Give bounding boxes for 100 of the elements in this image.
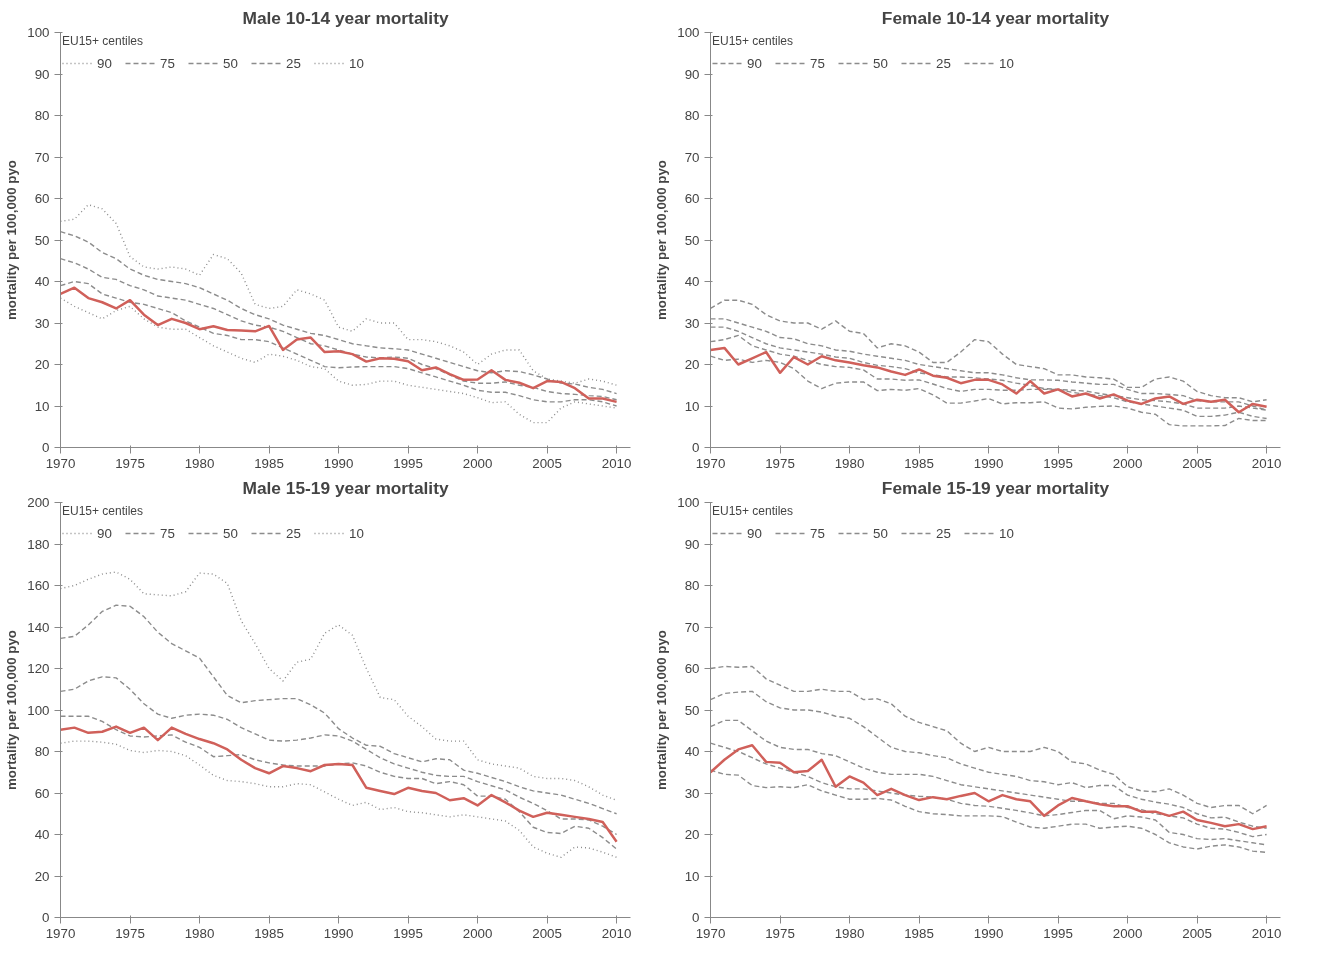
- x-tick-label: 1975: [115, 455, 145, 471]
- y-tick-label: 0: [42, 440, 50, 455]
- y-tick-label: 160: [27, 578, 50, 593]
- legend-title: EU15+ centiles: [62, 34, 145, 48]
- legend-label: 50: [873, 525, 889, 541]
- x-tick-label: 2000: [462, 925, 493, 941]
- y-tick-label: 80: [34, 108, 50, 123]
- x-tick-label: 1990: [323, 925, 354, 941]
- y-tick-label: 0: [42, 910, 50, 925]
- legend-label: 10: [349, 525, 365, 541]
- y-tick-label: 100: [677, 495, 700, 510]
- y-tick-label: 30: [684, 785, 700, 801]
- y-tick-label: 50: [34, 232, 50, 248]
- x-tick-label: 2005: [532, 455, 562, 471]
- x-tick-label: 1980: [834, 925, 865, 941]
- x-tick-label: 2000: [462, 455, 493, 471]
- legend-label: 75: [160, 525, 176, 541]
- x-tick-label: 1970: [695, 455, 726, 471]
- y-tick-label: 60: [34, 191, 50, 206]
- legend-label: 25: [936, 525, 952, 541]
- x-tick-label: 1970: [45, 925, 76, 941]
- y-tick-label: 40: [684, 744, 700, 759]
- y-tick-label: 100: [27, 25, 50, 40]
- legend-label: 90: [747, 55, 763, 71]
- y-tick-label: 70: [684, 619, 700, 635]
- x-tick-label: 1975: [765, 455, 795, 471]
- chart-title: Female 10-14 year mortality: [881, 7, 1110, 28]
- legend-title: EU15+ centiles: [712, 504, 795, 518]
- y-tick-label: 90: [34, 66, 50, 82]
- x-tick-label: 2000: [1112, 925, 1143, 941]
- y-tick-label: 10: [684, 868, 700, 884]
- y-tick-label: 20: [34, 868, 50, 884]
- x-tick-label: 1980: [834, 455, 865, 471]
- legend-label: 90: [97, 525, 113, 541]
- y-tick-label: 60: [684, 661, 700, 676]
- legend-label: 90: [747, 525, 763, 541]
- x-tick-label: 1975: [115, 925, 145, 941]
- x-tick-label: 1985: [254, 455, 284, 471]
- x-tick-label: 2005: [532, 925, 562, 941]
- x-tick-label: 1975: [765, 925, 795, 941]
- y-tick-label: 100: [677, 25, 700, 40]
- y-tick-label: 180: [27, 536, 50, 552]
- y-tick-label: 140: [27, 619, 50, 635]
- y-tick-label: 200: [27, 495, 50, 510]
- y-tick-label: 50: [684, 702, 700, 718]
- x-tick-label: 2010: [601, 925, 632, 941]
- legend-label: 50: [873, 55, 889, 71]
- y-tick-label: 30: [684, 315, 700, 331]
- legend-title: EU15+ centiles: [62, 504, 145, 518]
- y-tick-label: 60: [684, 191, 700, 206]
- y-tick-label: 120: [27, 661, 50, 676]
- x-tick-label: 1990: [323, 455, 354, 471]
- y-tick-label: 40: [34, 827, 50, 842]
- y-tick-label: 10: [684, 398, 700, 414]
- x-tick-label: 2010: [1251, 455, 1282, 471]
- x-tick-label: 1980: [184, 925, 215, 941]
- y-tick-label: 10: [34, 398, 50, 414]
- y-tick-label: 100: [27, 702, 50, 718]
- y-tick-label: 0: [692, 440, 700, 455]
- y-tick-label: 70: [684, 149, 700, 165]
- legend-label: 25: [286, 55, 302, 71]
- x-tick-label: 1970: [695, 925, 726, 941]
- y-tick-label: 80: [684, 578, 700, 593]
- legend-label: 75: [810, 525, 826, 541]
- legend-label: 10: [349, 55, 365, 71]
- y-tick-label: 70: [34, 149, 50, 165]
- y-tick-label: 90: [684, 66, 700, 82]
- x-tick-label: 1990: [973, 925, 1004, 941]
- y-tick-label: 20: [684, 827, 700, 842]
- x-tick-label: 1985: [254, 925, 284, 941]
- y-tick-label: 20: [34, 357, 50, 372]
- y-tick-label: 50: [684, 232, 700, 248]
- y-tick-label: 60: [34, 785, 50, 801]
- x-tick-label: 2010: [601, 455, 632, 471]
- x-tick-label: 1980: [184, 455, 215, 471]
- y-tick-label: 80: [684, 108, 700, 123]
- y-tick-label: 0: [692, 910, 700, 925]
- x-tick-label: 1985: [904, 925, 934, 941]
- x-tick-label: 2000: [1112, 455, 1143, 471]
- x-tick-label: 1985: [904, 455, 934, 471]
- y-tick-label: 20: [684, 357, 700, 372]
- x-tick-label: 1995: [393, 925, 423, 941]
- y-tick-label: 30: [34, 315, 50, 331]
- x-tick-label: 2005: [1182, 455, 1212, 471]
- legend-label: 10: [999, 525, 1015, 541]
- legend-label: 75: [810, 55, 826, 71]
- y-tick-label: 40: [34, 274, 50, 289]
- legend-title: EU15+ centiles: [712, 34, 795, 48]
- legend-label: 25: [286, 525, 302, 541]
- y-axis-title: mortality per 100,000 pyo: [654, 159, 670, 320]
- x-tick-label: 2010: [1251, 925, 1282, 941]
- x-tick-label: 1995: [1043, 925, 1073, 941]
- x-tick-label: 2005: [1182, 925, 1212, 941]
- y-tick-label: 80: [34, 744, 50, 759]
- legend-label: 10: [999, 55, 1015, 71]
- legend-label: 25: [936, 55, 952, 71]
- legend-label: 90: [97, 55, 113, 71]
- x-tick-label: 1990: [973, 455, 1004, 471]
- y-tick-label: 90: [684, 536, 700, 552]
- y-axis-title: mortality per 100,000 pyo: [4, 629, 20, 790]
